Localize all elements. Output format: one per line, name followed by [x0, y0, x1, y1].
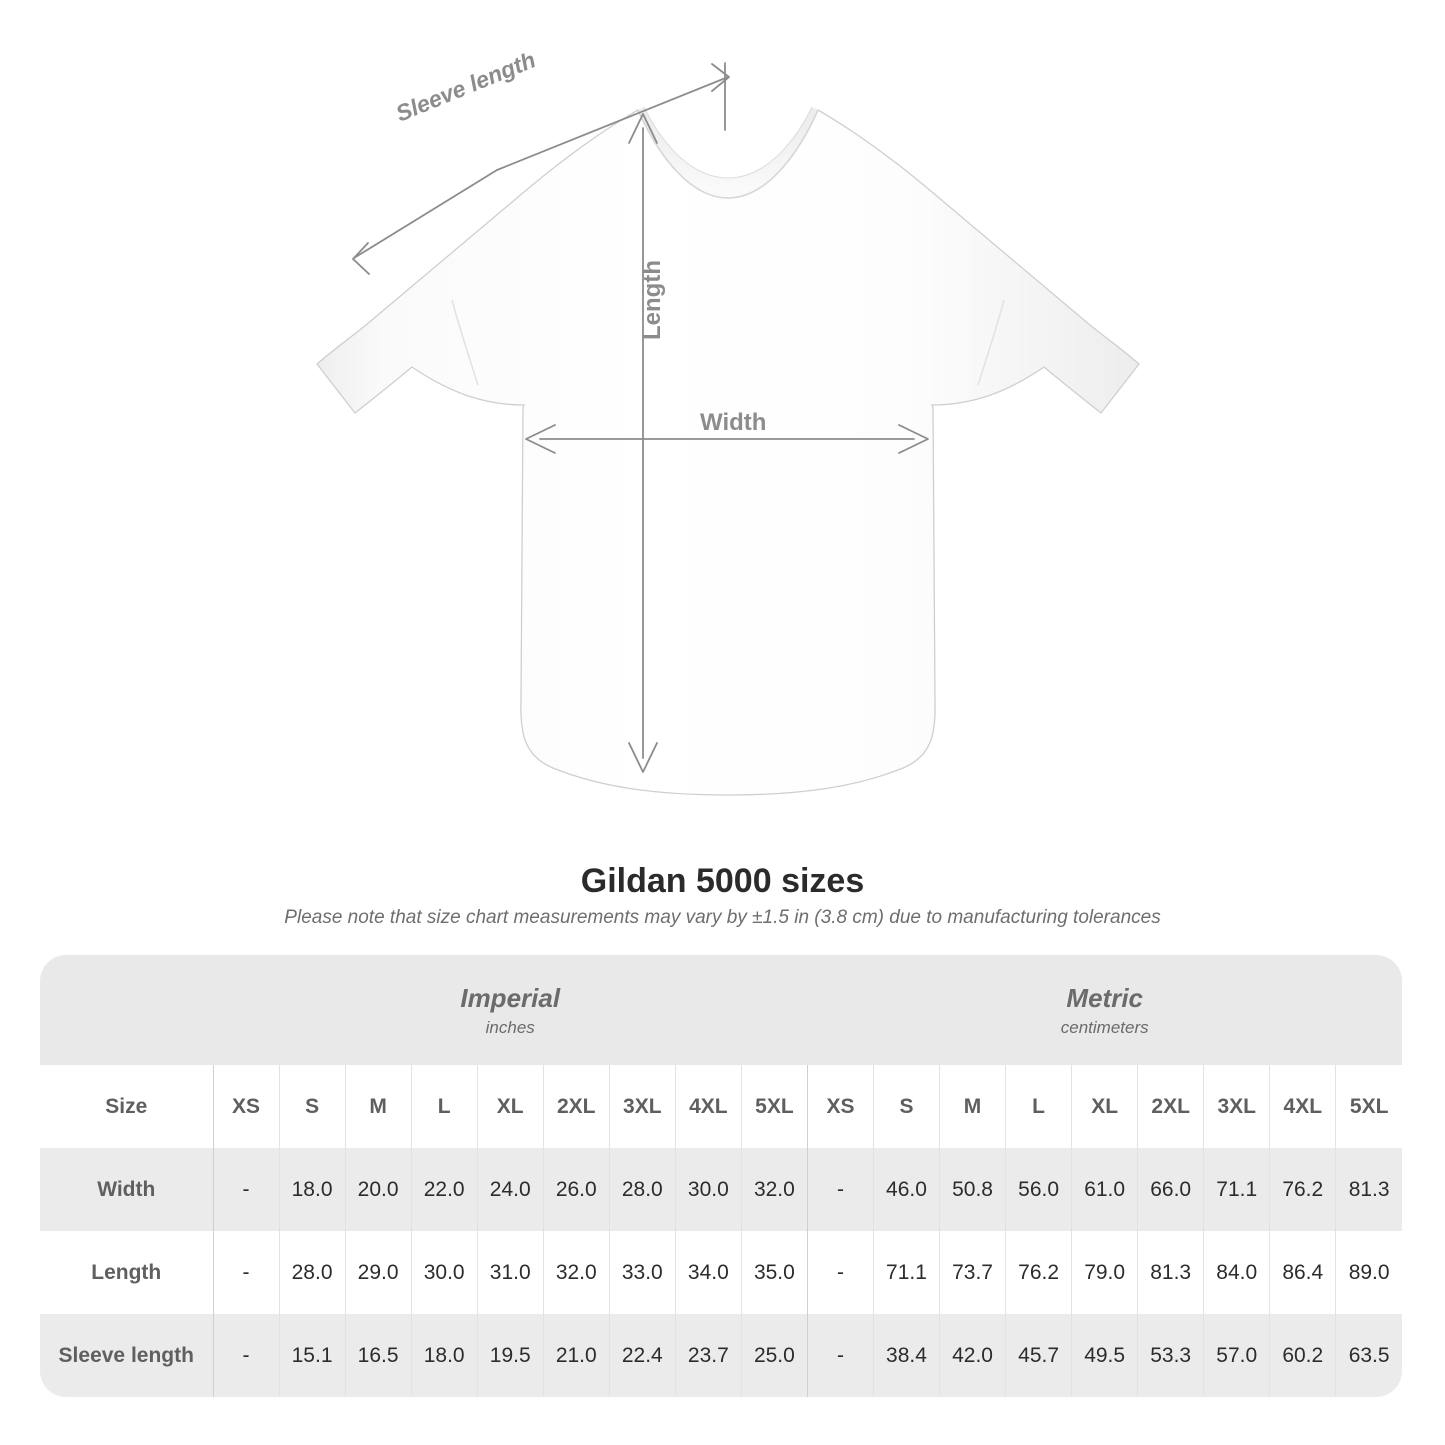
- svg-text:Length: Length: [639, 260, 666, 340]
- svg-text:Sleeve length: Sleeve length: [392, 46, 539, 126]
- svg-text:Width: Width: [700, 409, 766, 436]
